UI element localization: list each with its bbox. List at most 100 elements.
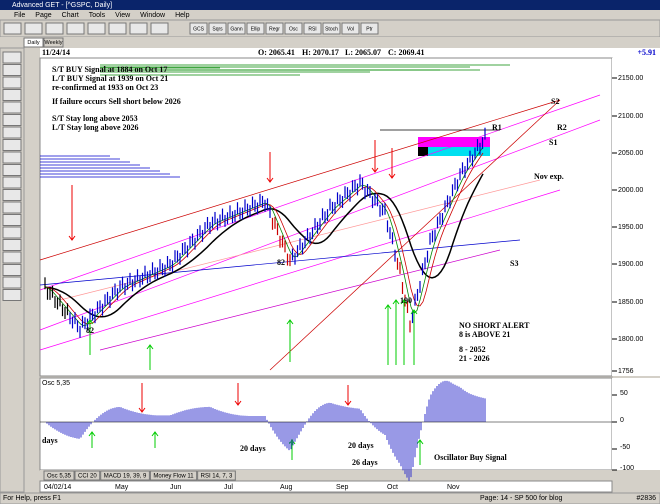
toolbar-label[interactable]: Regr [269, 26, 280, 32]
chart-label: Nov exp. [534, 172, 564, 181]
arrow-head [234, 400, 242, 406]
indicator-tab[interactable]: Osc 5,35 [47, 474, 72, 480]
arrow-head [138, 407, 146, 413]
indicator-tab-frame[interactable] [43, 470, 75, 481]
side-button[interactable] [2, 101, 22, 114]
toolbar-label[interactable]: GCS [193, 26, 205, 32]
toolbar-label[interactable]: Osc [289, 26, 298, 32]
toolbar-icon[interactable] [24, 22, 43, 35]
toolbar-icon[interactable] [129, 22, 148, 35]
chart-label: 21 - 2026 [459, 354, 490, 363]
toolbar-button[interactable] [303, 22, 322, 35]
toolbar-label[interactable]: Gann [230, 26, 242, 32]
side-button[interactable] [2, 264, 22, 276]
toolbar-label[interactable]: Stoch [325, 26, 338, 32]
tab-label[interactable]: Weekly [45, 40, 63, 46]
arrow-head [384, 304, 392, 310]
menu-item[interactable]: Page [35, 12, 51, 19]
side-button[interactable] [2, 139, 22, 151]
toolbar-label[interactable]: Ptr [366, 26, 373, 32]
toolbar-icon[interactable] [3, 22, 22, 35]
side-button[interactable] [2, 114, 22, 126]
menu-item[interactable]: File [14, 12, 25, 19]
indicator-tab[interactable]: MACD 19, 39, 9 [104, 474, 147, 480]
trend-line [39, 99, 561, 261]
side-button[interactable] [2, 201, 22, 214]
menu-item[interactable]: Tools [89, 12, 106, 19]
indicator-tab[interactable]: CCI 20 [78, 474, 97, 480]
tab-label[interactable]: Daily [27, 40, 39, 46]
chart-label: R2 [557, 123, 567, 132]
toolbar-label[interactable]: RSI [308, 26, 316, 32]
chart-label: NO SHORT ALERT [459, 321, 530, 330]
indicator-tab[interactable]: RSI 14, 7, 3 [201, 474, 233, 480]
side-button[interactable] [2, 126, 22, 139]
arrow-head [86, 319, 94, 325]
side-button[interactable] [2, 189, 22, 201]
osc-axis [612, 378, 660, 470]
toolbar-button[interactable] [322, 22, 341, 35]
arrow-head [88, 431, 96, 437]
tab[interactable] [23, 37, 44, 48]
side-button[interactable] [2, 214, 22, 226]
trend-line [39, 94, 601, 291]
toolbar-button[interactable] [360, 22, 379, 35]
toolbar-label[interactable]: Vol [347, 26, 354, 32]
toolbar-button[interactable] [189, 22, 208, 35]
price-axis [612, 58, 660, 376]
toolbar-button[interactable] [227, 22, 246, 35]
arrow-head [146, 344, 154, 350]
side-button[interactable] [2, 164, 22, 176]
status-page: Page: 14 - SP 500 for blog [480, 495, 562, 502]
toolbar-button[interactable] [208, 22, 227, 35]
price-label: 2100.00 [618, 113, 643, 120]
side-button[interactable] [2, 276, 22, 289]
indicator-tab-frame[interactable] [100, 470, 150, 481]
indicator-tab[interactable]: Money Flow 11 [153, 474, 194, 480]
price-label: 1800.00 [618, 336, 643, 343]
menu-item[interactable]: View [115, 12, 131, 19]
tab[interactable] [43, 37, 64, 48]
resistance-zone [418, 137, 490, 147]
menu-bar [0, 10, 660, 20]
indicator-tab-frame[interactable] [149, 470, 198, 481]
date-axis [39, 480, 613, 493]
side-button[interactable] [2, 251, 22, 264]
status-bar [0, 492, 660, 504]
arrow-head [410, 309, 418, 315]
date-label: Jul [224, 484, 233, 491]
osc-label: -50 [620, 444, 630, 451]
toolbar-icon[interactable] [150, 22, 169, 35]
indicator-tab-frame[interactable] [74, 470, 101, 481]
title-bar [0, 0, 660, 10]
toolbar-button[interactable] [246, 22, 265, 35]
toolbar-label[interactable]: Sqrs [212, 26, 223, 32]
toolbar-button[interactable] [265, 22, 284, 35]
toolbar-label[interactable]: Ellip [251, 26, 261, 32]
price-panel [39, 57, 613, 377]
toolbar-button[interactable] [284, 22, 303, 35]
osc-label: 0 [620, 417, 624, 424]
toolbar-icon[interactable] [45, 22, 64, 35]
side-button[interactable] [2, 226, 22, 239]
menu-item[interactable]: Window [140, 12, 166, 19]
side-button[interactable] [2, 289, 22, 301]
indicator-tab-frame[interactable] [197, 470, 236, 481]
side-button[interactable] [2, 76, 22, 89]
osc-note: 20 days [348, 441, 374, 450]
toolbar-icon[interactable] [66, 22, 85, 35]
menu-item[interactable]: Chart [62, 12, 79, 19]
chart-note: L/T BUY Signal at 1939 on Oct 21 [52, 74, 168, 83]
chart-label: R1 [492, 123, 502, 132]
chart-label: S1 [549, 138, 557, 147]
side-button[interactable] [2, 239, 22, 251]
toolbar-icon[interactable] [108, 22, 127, 35]
side-button[interactable] [2, 64, 22, 76]
menu-item[interactable]: Help [175, 12, 190, 19]
toolbar-button[interactable] [341, 22, 360, 35]
side-button[interactable] [2, 151, 22, 164]
toolbar-icon[interactable] [87, 22, 106, 35]
side-button[interactable] [2, 176, 22, 189]
side-button[interactable] [2, 89, 22, 101]
side-button[interactable] [2, 51, 22, 64]
